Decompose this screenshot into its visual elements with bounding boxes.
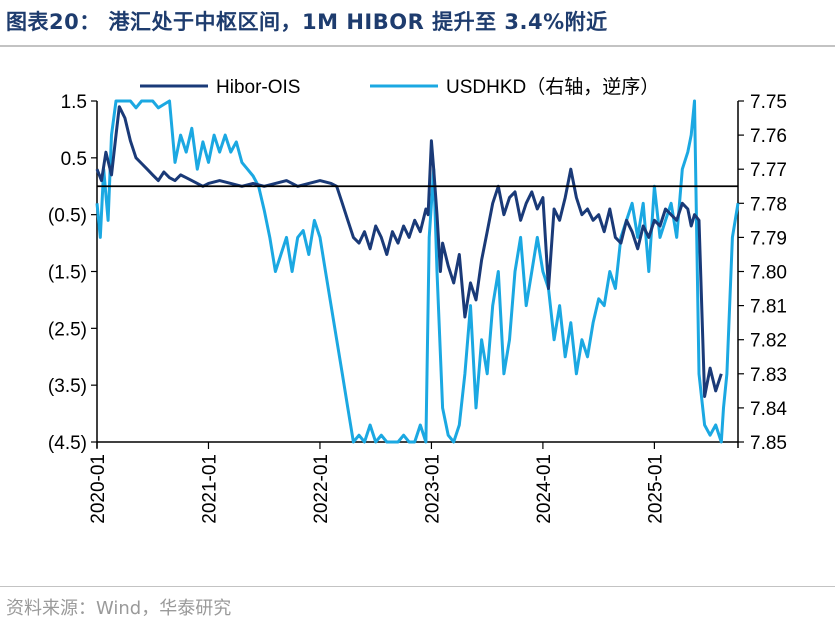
left-tick-label: (0.5) [48, 206, 87, 227]
right-tick-label: 7.82 [750, 331, 787, 352]
right-tick-label: 7.78 [750, 194, 787, 215]
right-tick-label: 7.83 [750, 365, 787, 386]
right-tick-label: 7.84 [750, 399, 787, 420]
left-tick-label: (1.5) [48, 263, 87, 284]
right-tick-label: 7.77 [750, 160, 787, 181]
legend-label-hibor-ois: Hibor-OIS [216, 77, 300, 98]
x-tick-label: 2023-01 [422, 454, 443, 524]
left-tick-label: (4.5) [48, 433, 87, 454]
left-tick-label: (3.5) [48, 376, 87, 397]
x-tick-label: 2022-01 [311, 454, 332, 524]
left-tick-label: (2.5) [48, 319, 87, 340]
right-tick-label: 7.75 [750, 92, 787, 113]
right-tick-label: 7.76 [750, 126, 787, 147]
right-tick-label: 7.79 [750, 228, 787, 249]
x-tick-label: 2025-01 [645, 454, 666, 524]
source-note: 资料来源：Wind，华泰研究 [6, 598, 232, 619]
x-tick-label: 2020-01 [88, 454, 109, 524]
x-tick-label: 2024-01 [534, 454, 555, 524]
chart-canvas: 1.5 0.5 (0.5) (1.5) (2.5) (3.5) (4.5) 7.75 7.76 7… [48, 76, 787, 524]
header-rule [0, 45, 835, 47]
right-tick-label: 7.81 [750, 297, 787, 318]
x-tick-label: 2021-01 [199, 454, 220, 524]
figure-header: 图表20： 港汇处于中枢区间，1M HIBOR 提升至 3.4%附近 [0, 0, 835, 48]
left-tick-label: 0.5 [61, 149, 87, 170]
figure-title: 图表20： 港汇处于中枢区间，1M HIBOR 提升至 3.4%附近 [6, 10, 608, 34]
hibor-ois-series-line [95, 105, 723, 398]
usdhkd-series-line [95, 99, 740, 444]
left-tick-label: 1.5 [61, 92, 87, 113]
footer-rule [0, 586, 835, 587]
right-tick-label: 7.85 [750, 433, 787, 454]
right-tick-label: 7.80 [750, 263, 787, 284]
legend-label-usdhkd: USDHKD（右轴，逆序） [446, 76, 659, 98]
